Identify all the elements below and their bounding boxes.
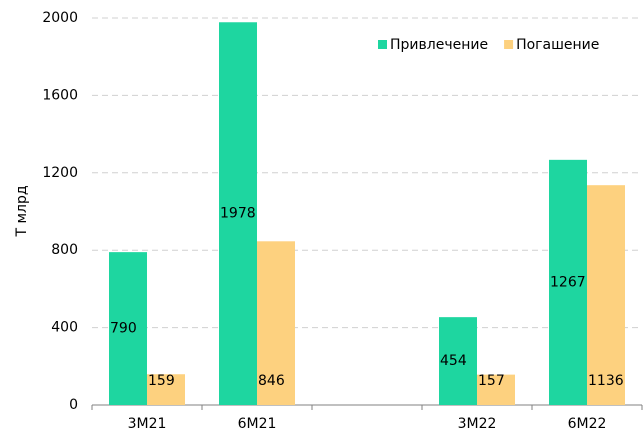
y-tick-label: 1600 — [42, 87, 78, 103]
y-axis-label: Т млрд — [14, 185, 30, 237]
bar — [147, 374, 185, 405]
bar — [549, 159, 587, 405]
data-label: 1136 — [588, 373, 624, 389]
x-tick-label: 3M22 — [458, 416, 497, 432]
x-tick-label: 3M21 — [128, 416, 167, 432]
y-tick-label: 400 — [51, 320, 78, 336]
legend-label: Погашение — [516, 37, 599, 53]
x-tick-label: 6M22 — [568, 416, 607, 432]
data-label: 1267 — [550, 274, 586, 290]
data-label: 454 — [440, 353, 467, 369]
y-tick-label: 0 — [69, 397, 78, 413]
legend-swatch — [378, 40, 387, 49]
bar — [587, 185, 625, 405]
data-label: 157 — [478, 373, 505, 389]
data-label: 790 — [110, 321, 137, 337]
x-tick-label: 6M21 — [238, 416, 277, 432]
bar — [109, 252, 147, 405]
data-label: 159 — [148, 373, 175, 389]
y-tick-label: 800 — [51, 242, 78, 258]
data-label: 1978 — [220, 206, 256, 222]
y-tick-label: 1200 — [42, 165, 78, 181]
bar — [257, 241, 295, 405]
legend-swatch — [504, 40, 514, 49]
bar — [219, 22, 257, 406]
bar — [439, 317, 477, 405]
bar — [477, 374, 515, 405]
data-label: 846 — [258, 373, 285, 389]
y-tick-label: 2000 — [42, 10, 78, 26]
legend-label: Привлечение — [390, 37, 488, 53]
